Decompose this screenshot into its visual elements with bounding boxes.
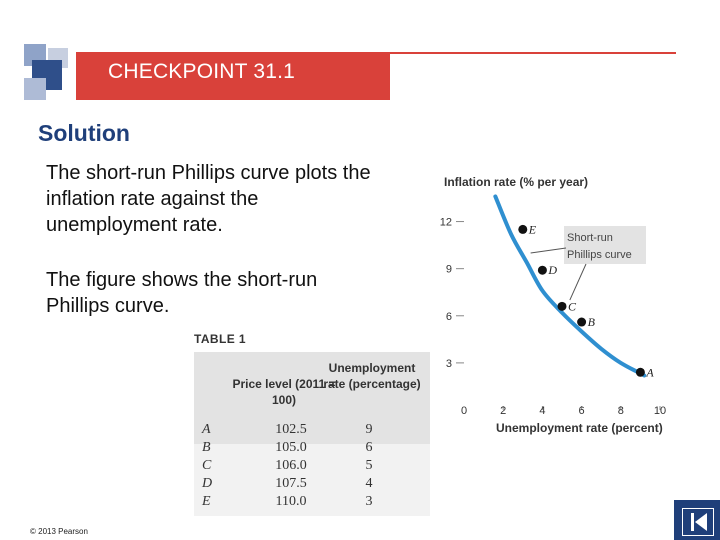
- x-axis-label: Unemployment rate (percent): [496, 421, 663, 435]
- phillips-curve-line: [493, 194, 647, 378]
- annotation-line-1: Short-run: [567, 232, 613, 244]
- point-label: D: [547, 263, 557, 277]
- x-tick-label: 6: [579, 405, 585, 417]
- row-price: 107.5: [275, 476, 307, 491]
- page-title: CHECKPOINT 31.1: [108, 60, 296, 83]
- table-title: TABLE 1: [194, 332, 246, 346]
- point-E: [518, 224, 528, 234]
- paragraph-1: The short-run Phillips curve plots the i…: [46, 162, 371, 236]
- row-price: 106.0: [275, 458, 307, 473]
- y-tick-label: 6: [446, 311, 452, 323]
- header-bar: [76, 52, 390, 100]
- paragraph-2: The figure shows the short-run Phillips …: [46, 269, 318, 317]
- skip-back-icon: [691, 513, 707, 531]
- point-label: E: [528, 222, 537, 236]
- table-row: A 102.5 9: [194, 422, 430, 440]
- table-row: E 110.0 3: [194, 494, 430, 512]
- table-row: C 106.0 5: [194, 458, 430, 476]
- row-unemployment: 5: [365, 458, 373, 473]
- row-unemployment: 6: [365, 440, 373, 455]
- decorative-squares: [24, 44, 72, 100]
- x-tick-label: 4: [539, 405, 545, 417]
- header-rule: [390, 52, 676, 54]
- annotation-line-2: Phillips curve: [567, 249, 632, 261]
- y-axis-label: Inflation rate (% per year): [444, 175, 588, 189]
- row-label: E: [202, 494, 211, 509]
- point-B: [577, 317, 587, 327]
- point-label: A: [645, 365, 654, 379]
- row-price: 110.0: [275, 494, 307, 509]
- row-price: 105.0: [275, 440, 307, 455]
- annotation-leader: [530, 247, 567, 254]
- column-header-unemployment: Unemployment rate (percentage): [323, 361, 421, 391]
- row-label: C: [202, 458, 212, 473]
- point-A: [635, 367, 645, 377]
- row-unemployment: 4: [365, 476, 373, 491]
- point-D: [537, 265, 547, 275]
- row-unemployment: 3: [365, 494, 373, 509]
- y-tick-label: 12: [440, 217, 452, 229]
- data-table: TABLE 1 Price level (2011 = 100) Unemplo…: [194, 330, 430, 516]
- phillips-curve-chart: Inflation rate (% per year) Unemployment…: [440, 175, 666, 435]
- point-label: B: [588, 315, 596, 329]
- table-row: B 105.0 6: [194, 440, 430, 458]
- annotation-leader: [569, 263, 587, 301]
- x-tick-label: 8: [618, 405, 624, 417]
- slide-nav-button[interactable]: [674, 500, 720, 540]
- row-label: A: [202, 422, 211, 437]
- annotation-box: [564, 226, 646, 264]
- table-row: D 107.5 4: [194, 476, 430, 494]
- x-tick-label: 2: [500, 405, 506, 417]
- column-header-price: Price level (2011 = 100): [232, 377, 336, 407]
- solution-heading: Solution: [38, 120, 130, 146]
- y-tick-label: 3: [446, 358, 452, 370]
- x-tick-label: 10: [654, 405, 666, 417]
- row-price: 102.5: [275, 422, 307, 437]
- copyright-text: © 2013 Pearson: [30, 527, 88, 536]
- row-unemployment: 9: [365, 422, 373, 437]
- row-label: D: [202, 476, 213, 491]
- x-tick-label: 0: [461, 405, 467, 417]
- y-tick-label: 9: [446, 264, 452, 276]
- point-C: [557, 301, 567, 311]
- point-label: C: [568, 299, 577, 313]
- row-label: B: [202, 440, 211, 455]
